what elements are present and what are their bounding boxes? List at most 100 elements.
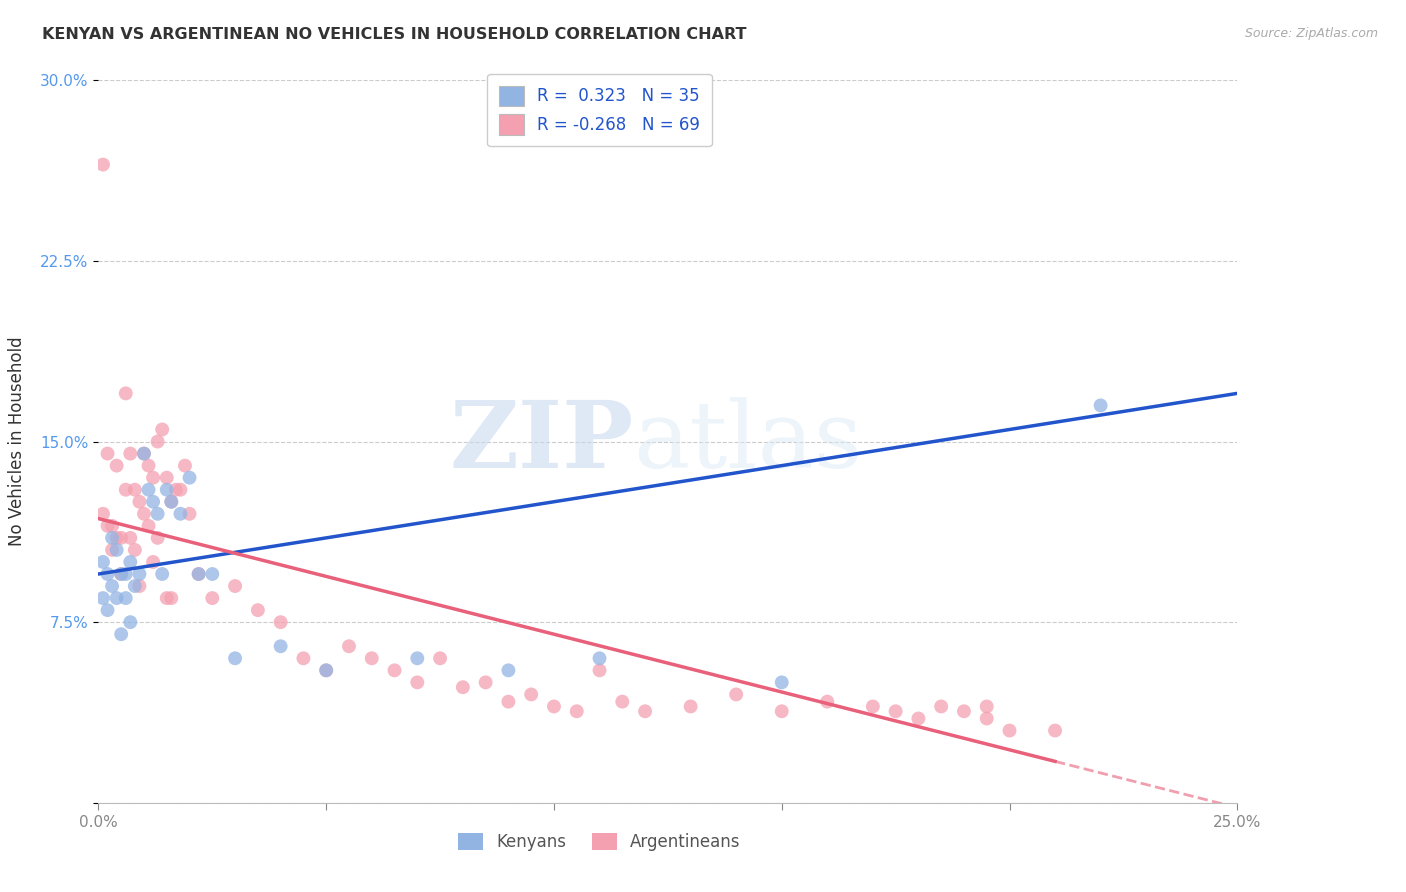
- Point: [187, 567, 209, 582]
- Point: [160, 494, 183, 508]
- Point: [1090, 398, 1112, 412]
- Point: [132, 507, 155, 521]
- Point: [160, 591, 183, 605]
- Text: ZIP: ZIP: [450, 397, 634, 486]
- Point: [165, 483, 187, 497]
- Point: [142, 555, 165, 569]
- Point: [96, 446, 118, 460]
- Point: [110, 567, 132, 582]
- Point: [884, 704, 907, 718]
- Point: [128, 494, 150, 508]
- Point: [429, 651, 451, 665]
- Point: [120, 531, 142, 545]
- Point: [120, 615, 142, 630]
- Point: [105, 531, 128, 545]
- Point: [201, 591, 224, 605]
- Point: [862, 699, 884, 714]
- Point: [150, 422, 173, 436]
- Point: [679, 699, 702, 714]
- Point: [124, 542, 146, 557]
- Point: [160, 494, 183, 508]
- Point: [520, 687, 543, 701]
- Point: [270, 615, 292, 630]
- Point: [179, 470, 201, 484]
- Point: [770, 675, 793, 690]
- Point: [406, 675, 429, 690]
- Point: [315, 664, 337, 678]
- Point: [588, 664, 610, 678]
- Point: [246, 603, 269, 617]
- Point: [120, 555, 142, 569]
- Point: [91, 555, 114, 569]
- Point: [138, 518, 160, 533]
- Point: [105, 591, 128, 605]
- Point: [128, 567, 150, 582]
- Y-axis label: No Vehicles in Household: No Vehicles in Household: [8, 336, 27, 547]
- Text: Source: ZipAtlas.com: Source: ZipAtlas.com: [1244, 27, 1378, 40]
- Point: [132, 446, 155, 460]
- Point: [953, 704, 976, 718]
- Point: [146, 531, 169, 545]
- Point: [124, 483, 146, 497]
- Point: [976, 712, 998, 726]
- Point: [337, 639, 360, 653]
- Point: [101, 531, 124, 545]
- Point: [179, 507, 201, 521]
- Point: [105, 542, 128, 557]
- Point: [543, 699, 565, 714]
- Point: [128, 579, 150, 593]
- Point: [1043, 723, 1066, 738]
- Point: [498, 664, 520, 678]
- Point: [169, 483, 191, 497]
- Point: [142, 470, 165, 484]
- Point: [91, 507, 114, 521]
- Point: [770, 704, 793, 718]
- Legend: Kenyans, Argentineans: Kenyans, Argentineans: [450, 825, 749, 860]
- Text: KENYAN VS ARGENTINEAN NO VEHICLES IN HOUSEHOLD CORRELATION CHART: KENYAN VS ARGENTINEAN NO VEHICLES IN HOU…: [42, 27, 747, 42]
- Point: [156, 591, 179, 605]
- Point: [132, 446, 155, 460]
- Point: [101, 579, 124, 593]
- Point: [169, 507, 191, 521]
- Point: [565, 704, 588, 718]
- Point: [146, 434, 169, 449]
- Point: [96, 518, 118, 533]
- Point: [124, 579, 146, 593]
- Point: [929, 699, 952, 714]
- Point: [156, 470, 179, 484]
- Point: [270, 639, 292, 653]
- Point: [474, 675, 496, 690]
- Point: [815, 695, 838, 709]
- Point: [114, 483, 136, 497]
- Point: [174, 458, 197, 473]
- Point: [146, 507, 169, 521]
- Point: [187, 567, 209, 582]
- Point: [101, 542, 124, 557]
- Point: [110, 531, 132, 545]
- Point: [114, 567, 136, 582]
- Point: [138, 458, 160, 473]
- Point: [384, 664, 406, 678]
- Point: [96, 603, 118, 617]
- Point: [96, 567, 118, 582]
- Point: [998, 723, 1021, 738]
- Point: [110, 627, 132, 641]
- Point: [725, 687, 748, 701]
- Point: [91, 157, 114, 171]
- Point: [224, 579, 246, 593]
- Text: atlas: atlas: [634, 397, 863, 486]
- Point: [120, 446, 142, 460]
- Point: [156, 483, 179, 497]
- Point: [588, 651, 610, 665]
- Point: [634, 704, 657, 718]
- Point: [142, 494, 165, 508]
- Point: [907, 712, 929, 726]
- Point: [498, 695, 520, 709]
- Point: [612, 695, 634, 709]
- Point: [138, 483, 160, 497]
- Point: [360, 651, 382, 665]
- Point: [451, 680, 474, 694]
- Point: [976, 699, 998, 714]
- Point: [114, 591, 136, 605]
- Point: [201, 567, 224, 582]
